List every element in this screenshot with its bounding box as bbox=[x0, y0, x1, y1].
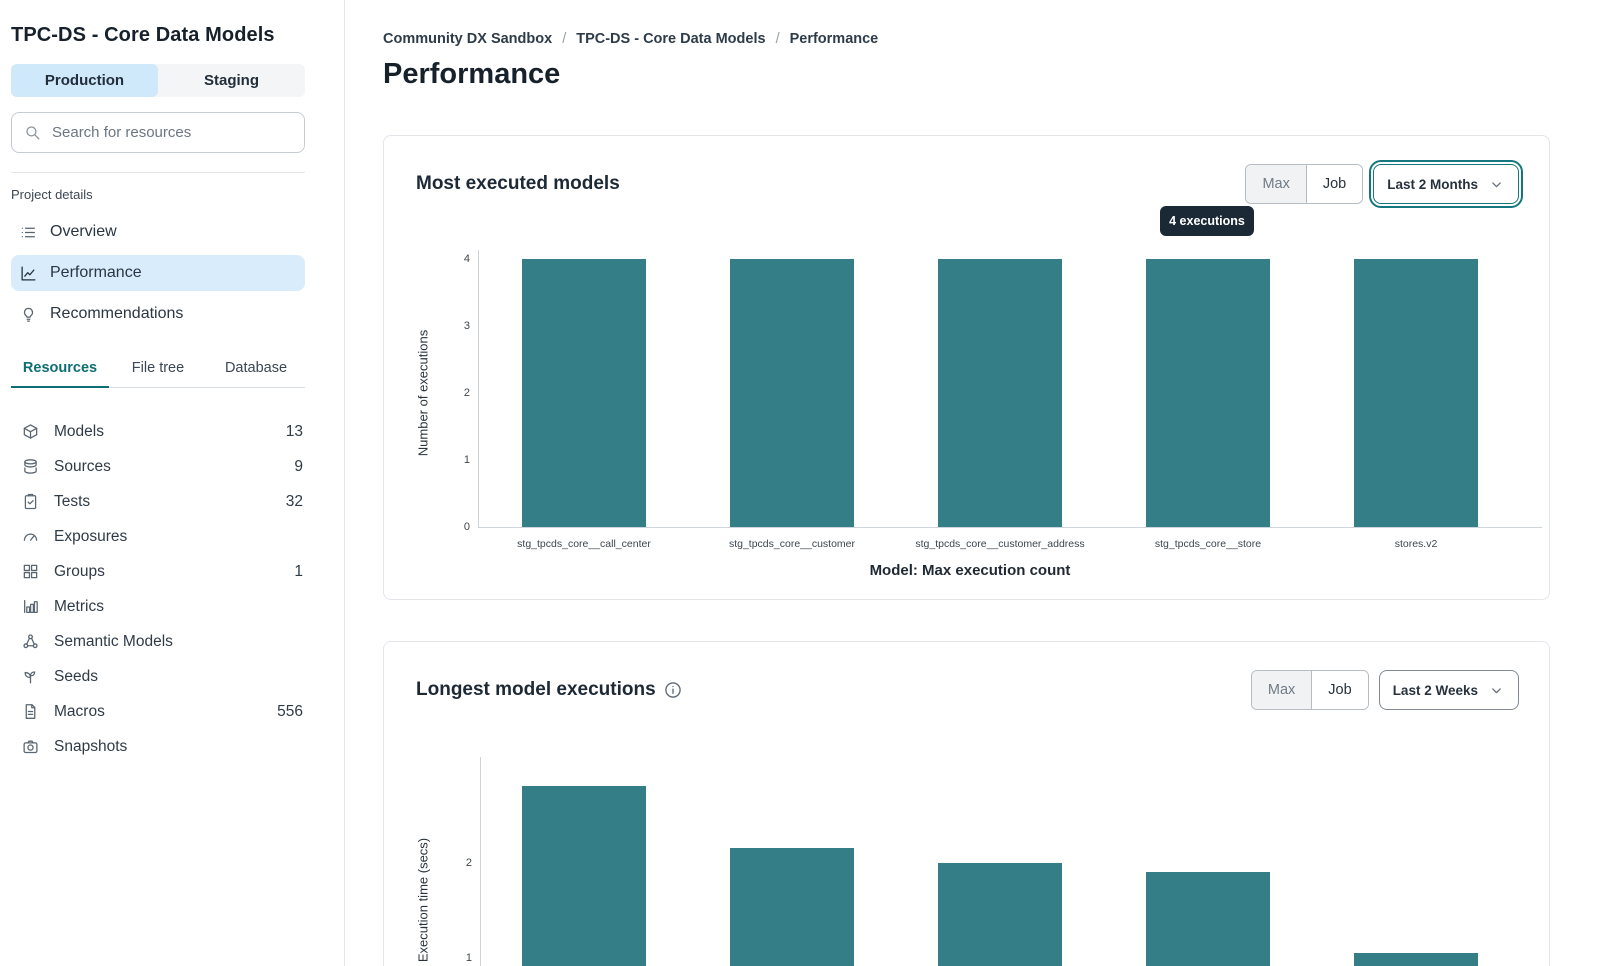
nodes-icon bbox=[22, 633, 39, 650]
resource-row-tests[interactable]: Tests 32 bbox=[11, 484, 305, 519]
chevron-down-icon bbox=[1488, 682, 1505, 699]
breadcrumb-separator: / bbox=[562, 31, 567, 47]
resource-row-snapshots[interactable]: Snapshots bbox=[11, 729, 305, 764]
grid-icon bbox=[22, 563, 39, 580]
breadcrumb-item-tpc-ds-core-data-models[interactable]: TPC-DS - Core Data Models bbox=[576, 31, 766, 47]
document-icon bbox=[22, 703, 39, 720]
resource-label: Seeds bbox=[54, 667, 98, 685]
sidebar-item-label: Overview bbox=[50, 223, 117, 240]
sidebar-divider bbox=[11, 172, 305, 173]
cube-icon bbox=[22, 423, 39, 440]
database-icon bbox=[22, 458, 39, 475]
bar-execution-5[interactable] bbox=[1354, 953, 1478, 966]
project-details-label: Project details bbox=[11, 187, 93, 202]
resource-tabs: Resources File tree Database bbox=[11, 360, 305, 388]
tab-resources[interactable]: Resources bbox=[11, 360, 109, 388]
breadcrumb-item-community-dx-sandbox[interactable]: Community DX Sandbox bbox=[383, 31, 553, 47]
resource-label: Exposures bbox=[54, 527, 128, 545]
resource-label: Sources bbox=[54, 457, 111, 475]
env-tab-staging[interactable]: Staging bbox=[204, 72, 259, 89]
bar-stores-v2[interactable] bbox=[1354, 259, 1478, 527]
job-toggle-button[interactable]: Job bbox=[1305, 165, 1363, 203]
breadcrumb-item-performance: Performance bbox=[789, 31, 879, 47]
overview-list-icon bbox=[20, 224, 37, 241]
period-dropdown[interactable]: Last 2 Weeks bbox=[1378, 670, 1519, 710]
max-job-toggle: Max Job bbox=[1250, 670, 1369, 710]
resource-label: Semantic Models bbox=[54, 632, 173, 650]
sidebar: TPC-DS - Core Data Models Production Stag… bbox=[0, 0, 345, 966]
card-title-most-executed: Most executed models bbox=[416, 173, 620, 194]
info-icon[interactable] bbox=[664, 681, 682, 699]
sidebar-item-label: Recommendations bbox=[50, 305, 184, 322]
resource-count: 556 bbox=[277, 702, 303, 720]
resource-row-groups[interactable]: Groups 1 bbox=[11, 554, 305, 589]
resource-label: Groups bbox=[54, 562, 105, 580]
search-icon bbox=[24, 124, 41, 141]
search-box[interactable] bbox=[11, 112, 305, 153]
clipboard-check-icon bbox=[22, 493, 39, 510]
performance-chart-icon bbox=[20, 265, 37, 282]
env-tab-production[interactable]: Production bbox=[11, 64, 158, 97]
tab-file-tree[interactable]: File tree bbox=[131, 360, 185, 376]
resource-row-semantic-models[interactable]: Semantic Models bbox=[11, 624, 305, 659]
resource-label: Snapshots bbox=[54, 737, 128, 755]
resource-label: Macros bbox=[54, 702, 105, 720]
gauge-icon bbox=[22, 528, 39, 545]
environment-tabs: Production Staging bbox=[11, 64, 305, 97]
bar-execution-4[interactable] bbox=[1146, 872, 1270, 966]
sidebar-item-performance[interactable]: Performance bbox=[11, 255, 305, 291]
lightbulb-icon bbox=[20, 306, 37, 323]
resource-row-sources[interactable]: Sources 9 bbox=[11, 449, 305, 484]
chevron-down-icon bbox=[1488, 176, 1505, 193]
bar-chart-icon bbox=[22, 598, 39, 615]
page-title: Performance bbox=[383, 58, 561, 90]
project-title: TPC-DS - Core Data Models bbox=[11, 24, 275, 46]
job-toggle-button[interactable]: Job bbox=[1311, 671, 1368, 709]
resource-count: 9 bbox=[294, 457, 303, 475]
max-job-toggle: Max Job bbox=[1245, 164, 1364, 204]
project-nav: Overview Performance Recommendations bbox=[11, 214, 305, 332]
search-input[interactable] bbox=[50, 123, 292, 142]
breadcrumb: Community DX Sandbox / TPC-DS - Core Data … bbox=[383, 31, 878, 47]
camera-icon bbox=[22, 738, 39, 755]
resource-list: Models 13 Sources 9 Tests 32 Exposures Groups 1 M… bbox=[11, 414, 305, 764]
bar-stg-tpcds-core-customer-address[interactable] bbox=[938, 259, 1062, 527]
sidebar-item-label: Performance bbox=[50, 264, 142, 281]
bar-stg-tpcds-core-store[interactable] bbox=[1146, 259, 1270, 527]
resource-row-models[interactable]: Models 13 bbox=[11, 414, 305, 449]
period-dropdown[interactable]: Last 2 Months bbox=[1368, 159, 1524, 209]
bar-execution-1[interactable] bbox=[522, 786, 646, 966]
resource-count: 32 bbox=[285, 492, 303, 510]
card-title-longest-executions: Longest model executions bbox=[416, 679, 656, 700]
resource-label: Models bbox=[54, 422, 104, 440]
resource-count: 1 bbox=[294, 562, 303, 580]
resource-label: Tests bbox=[54, 492, 91, 510]
resource-row-metrics[interactable]: Metrics bbox=[11, 589, 305, 624]
seedling-icon bbox=[22, 668, 39, 685]
tab-database[interactable]: Database bbox=[224, 360, 288, 376]
max-toggle-button[interactable]: Max bbox=[1251, 671, 1312, 709]
resource-count: 13 bbox=[285, 422, 303, 440]
sidebar-item-overview[interactable]: Overview bbox=[11, 214, 305, 250]
breadcrumb-separator: / bbox=[775, 31, 780, 47]
bar-execution-3[interactable] bbox=[938, 862, 1062, 966]
sidebar-item-recommendations[interactable]: Recommendations bbox=[11, 296, 305, 332]
bar-stg-tpcds-core-call-center[interactable] bbox=[522, 259, 646, 527]
bar-execution-2[interactable] bbox=[730, 848, 854, 966]
resource-row-exposures[interactable]: Exposures bbox=[11, 519, 305, 554]
max-toggle-button[interactable]: Max bbox=[1246, 165, 1306, 203]
resource-label: Metrics bbox=[54, 597, 104, 615]
resource-row-macros[interactable]: Macros 556 bbox=[11, 694, 305, 729]
bar-stg-tpcds-core-customer[interactable] bbox=[730, 259, 854, 527]
resource-row-seeds[interactable]: Seeds bbox=[11, 659, 305, 694]
